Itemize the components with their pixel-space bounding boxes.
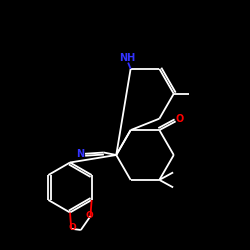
Text: NH: NH: [119, 52, 135, 62]
Text: N: N: [76, 149, 84, 159]
Text: O: O: [176, 114, 184, 124]
Text: O: O: [85, 210, 93, 220]
Text: O: O: [68, 223, 76, 232]
